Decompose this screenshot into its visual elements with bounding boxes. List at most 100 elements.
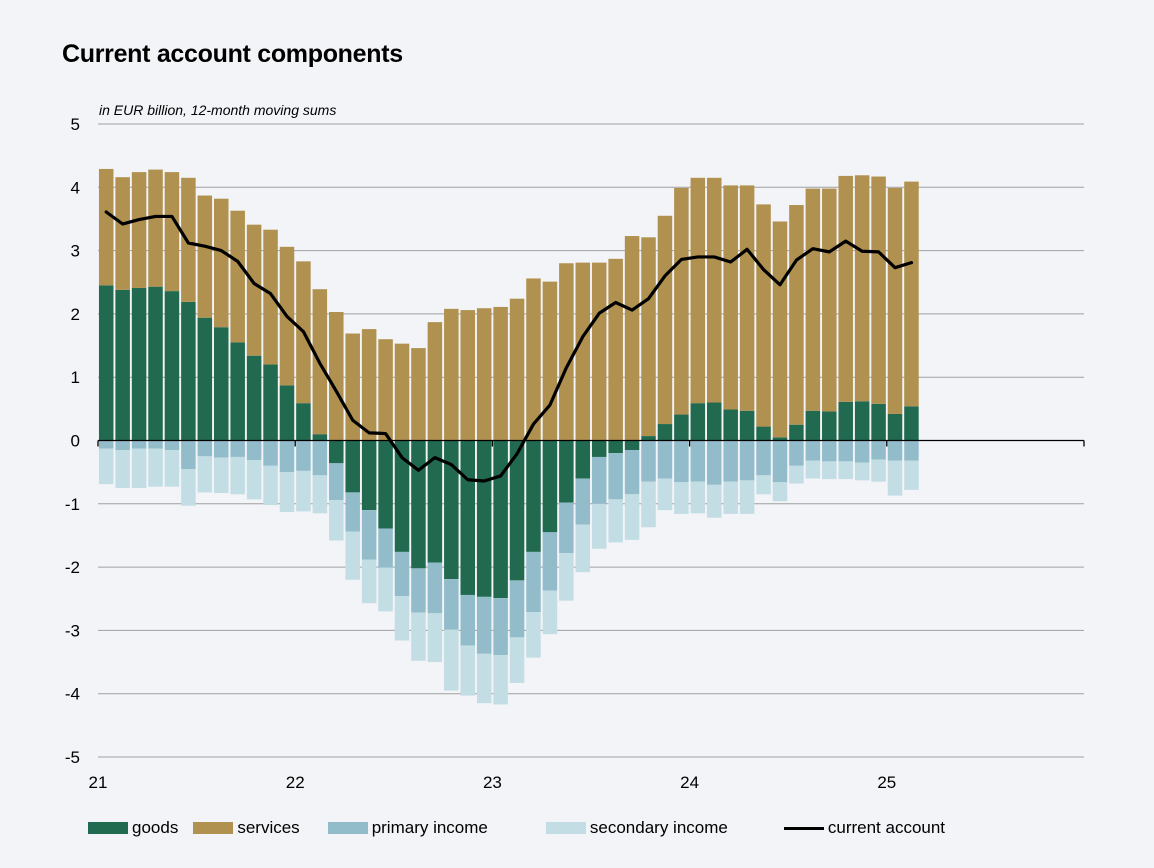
bar-secondary-income (904, 460, 919, 490)
bar-services (444, 308, 459, 441)
bar-goods (98, 285, 114, 441)
y-tick-label: -2 (65, 558, 80, 577)
bar-goods (871, 403, 886, 441)
bar-goods (279, 385, 295, 441)
bar-services (394, 343, 410, 441)
bar-secondary-income (805, 460, 821, 479)
bar-goods (805, 410, 821, 441)
bar-goods (509, 440, 525, 581)
bar-secondary-income (591, 503, 607, 549)
bar-services (575, 262, 591, 441)
bar-services (214, 198, 229, 328)
legend-swatch-secondary-income (545, 822, 586, 834)
bar-goods (674, 414, 689, 441)
bar-services (641, 237, 656, 437)
legend: goods services primary income secondary … (88, 818, 945, 838)
bar-primary-income (131, 440, 147, 449)
bar-services (887, 187, 903, 414)
bar-secondary-income (657, 478, 673, 511)
bar-services (526, 278, 541, 441)
bar-primary-income (197, 440, 213, 457)
bar-primary-income (805, 440, 821, 461)
bar-goods (723, 409, 738, 441)
bar-primary-income (329, 463, 344, 501)
bar-secondary-income (460, 645, 475, 696)
bar-primary-income (854, 440, 870, 463)
bar-secondary-income (296, 470, 311, 512)
legend-label-primary-income: primary income (371, 818, 488, 837)
bar-primary-income (214, 440, 229, 458)
bar-primary-income (575, 478, 591, 525)
bar-services (772, 221, 788, 438)
chart-title: Current account components (62, 40, 403, 68)
bar-goods (131, 287, 147, 441)
bar-secondary-income (246, 460, 262, 500)
bar-secondary-income (739, 480, 755, 514)
bar-secondary-income (756, 475, 771, 495)
bar-goods (148, 286, 163, 441)
bar-primary-income (361, 510, 377, 560)
bar-services (674, 187, 689, 415)
bar-primary-income (641, 440, 656, 482)
legend-swatch-services (193, 822, 234, 834)
bar-goods (411, 440, 426, 569)
y-tick-label: -3 (65, 621, 80, 640)
legend-swatch-primary-income (327, 822, 368, 834)
bar-services (181, 177, 196, 302)
bar-primary-income (772, 440, 788, 483)
bar-secondary-income (772, 482, 788, 502)
bar-primary-income (394, 551, 410, 597)
bar-services (115, 177, 130, 290)
y-tick-label: 3 (71, 242, 80, 261)
bar-primary-income (822, 440, 837, 462)
bar-goods (575, 440, 591, 479)
current-account-line-group (104, 210, 914, 483)
bar-goods (641, 436, 656, 441)
legend-label-services: services (237, 818, 300, 837)
bar-services (690, 177, 706, 404)
bar-services (148, 169, 163, 287)
bar-secondary-income (279, 472, 295, 513)
bar-services (854, 175, 870, 402)
bar-primary-income (526, 551, 541, 613)
bar-primary-income (559, 502, 574, 554)
bar-primary-income (871, 440, 886, 460)
bar-secondary-income (230, 456, 245, 495)
bar-secondary-income (476, 653, 492, 704)
bar-secondary-income (164, 449, 180, 487)
bar-secondary-income (789, 465, 804, 484)
bar-goods (624, 440, 640, 450)
bar-services (739, 185, 755, 411)
bar-secondary-income (559, 553, 574, 601)
bar-primary-income (378, 528, 393, 568)
bar-goods (394, 440, 410, 552)
bar-primary-income (756, 440, 771, 476)
bar-goods (772, 437, 788, 441)
bar-goods (115, 289, 130, 441)
bar-goods (707, 402, 722, 441)
bar-services (707, 177, 722, 403)
bar-services (756, 204, 771, 427)
legend-item-goods: goods (88, 818, 178, 838)
y-tick-label: -4 (65, 685, 80, 704)
bar-primary-income (624, 449, 640, 495)
legend-label-secondary-income: secondary income (589, 818, 728, 837)
bar-primary-income (591, 456, 607, 504)
bar-secondary-income (312, 475, 328, 514)
bar-primary-income (739, 440, 755, 481)
bar-primary-income (707, 440, 722, 485)
bar-secondary-income (378, 567, 393, 612)
bar-secondary-income (822, 461, 837, 480)
legend-item-primary-income: primary income (327, 818, 488, 838)
bar-goods (608, 440, 623, 454)
bar-secondary-income (394, 596, 410, 641)
x-tick-label: 25 (877, 773, 896, 792)
y-tick-label: -1 (65, 495, 80, 514)
bar-primary-income (509, 580, 525, 638)
bar-secondary-income (641, 481, 656, 528)
bar-secondary-income (707, 484, 722, 518)
bar-goods (526, 440, 541, 552)
legend-item-current-account: current account (783, 818, 945, 838)
bar-primary-income (789, 440, 804, 466)
bar-primary-income (657, 440, 673, 479)
